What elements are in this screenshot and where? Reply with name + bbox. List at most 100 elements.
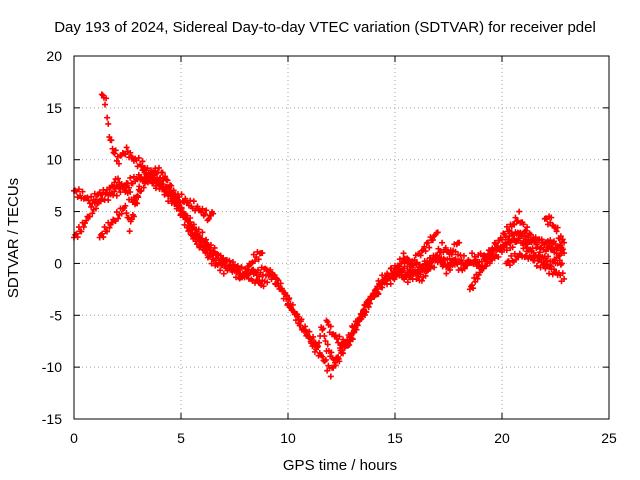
data-point [547, 237, 554, 244]
plot-area-border [73, 55, 610, 420]
data-point [126, 228, 133, 235]
data-point [327, 323, 334, 330]
data-point [320, 325, 327, 332]
data-point [370, 292, 377, 299]
data-point [115, 160, 122, 167]
data-point [328, 349, 335, 356]
data-point [296, 322, 303, 329]
data-point [292, 317, 299, 324]
data-point [522, 252, 529, 259]
data-point [168, 182, 175, 189]
data-point [324, 318, 331, 325]
data-point [418, 277, 425, 284]
data-point [344, 337, 351, 344]
data-point [405, 256, 412, 263]
data-point [103, 95, 110, 102]
data-point [264, 279, 271, 286]
data-point [310, 333, 317, 340]
data-point [98, 91, 105, 98]
data-point [447, 266, 454, 273]
data-point [469, 282, 476, 289]
data-point [86, 213, 93, 220]
data-point [374, 289, 381, 296]
data-point [206, 253, 213, 260]
x-tick-label: 5 [177, 430, 185, 446]
data-point [302, 327, 309, 334]
data-point [520, 245, 527, 252]
data-point [422, 248, 429, 255]
data-point [431, 264, 438, 271]
data-point [222, 262, 229, 269]
data-point [80, 223, 87, 230]
data-point [332, 332, 339, 339]
data-point [251, 258, 258, 265]
data-point [511, 221, 518, 228]
data-point [506, 227, 513, 234]
data-point [349, 336, 356, 343]
data-point [203, 207, 210, 214]
data-point [542, 248, 549, 255]
data-point [509, 244, 516, 251]
data-point [93, 196, 100, 203]
data-point [503, 247, 510, 254]
data-point [256, 273, 263, 280]
data-point [106, 224, 113, 231]
data-point [477, 250, 484, 257]
data-point [194, 203, 201, 210]
data-point [524, 224, 531, 231]
data-point [511, 235, 518, 242]
data-point [550, 266, 557, 273]
data-point [294, 311, 301, 318]
data-point [179, 208, 186, 215]
data-point [521, 233, 528, 240]
data-point [547, 262, 554, 269]
data-point [322, 337, 329, 344]
data-point [285, 296, 292, 303]
data-point [195, 234, 202, 241]
data-point [135, 194, 142, 201]
data-point [164, 177, 171, 184]
data-point [290, 308, 297, 315]
data-point [474, 275, 481, 282]
data-point [460, 252, 467, 259]
data-point [353, 326, 360, 333]
data-point [495, 254, 502, 261]
data-point [255, 256, 262, 263]
data-point [362, 312, 369, 319]
data-point [436, 254, 443, 261]
x-tick-label: 20 [494, 430, 510, 446]
data-point [199, 229, 206, 236]
data-point [481, 255, 488, 262]
data-point [365, 303, 372, 310]
data-point [327, 373, 334, 380]
data-point [503, 241, 510, 248]
data-point [104, 114, 111, 121]
data-point [384, 270, 391, 277]
data-point [557, 233, 564, 240]
data-point [99, 230, 106, 237]
data-point [456, 258, 463, 265]
data-point [319, 353, 326, 360]
data-point [472, 278, 479, 285]
x-axis-title: GPS time / hours [283, 457, 397, 474]
data-point [123, 144, 130, 151]
y-tick-label: -10 [42, 359, 62, 375]
data-point [553, 228, 560, 235]
data-point [442, 244, 449, 251]
data-point [409, 261, 416, 268]
data-point [556, 257, 563, 264]
data-point [78, 228, 85, 235]
data-point [314, 343, 321, 350]
data-point [548, 214, 555, 221]
data-point [346, 341, 353, 348]
data-point [425, 239, 432, 246]
data-point [101, 196, 108, 203]
data-point [203, 239, 210, 246]
data-point [148, 173, 155, 180]
chart-title: Day 193 of 2024, Sidereal Day-to-day VTE… [54, 19, 596, 36]
data-point [182, 215, 189, 222]
data-point [297, 318, 304, 325]
data-point [273, 275, 280, 282]
data-point [506, 262, 513, 269]
